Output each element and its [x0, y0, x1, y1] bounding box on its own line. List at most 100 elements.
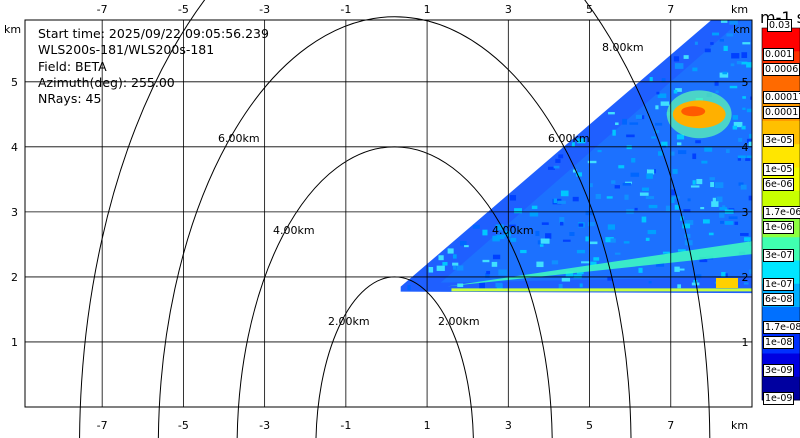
sector-speckle	[712, 197, 716, 203]
range-ring-label-3-0: 8.00km	[602, 41, 644, 54]
sector-speckle	[676, 134, 685, 140]
sector-speckle	[492, 254, 501, 260]
sector-speckle	[626, 134, 635, 138]
sector-speckle	[614, 252, 621, 255]
colorbar-label-top: 0.03	[767, 19, 793, 32]
sector-speckle	[569, 232, 575, 236]
sector-speckle	[558, 154, 564, 159]
sector-speckle	[452, 262, 459, 266]
sector-speckle	[710, 42, 714, 45]
sector-speckle	[736, 60, 742, 65]
y-tick-right-2: 3	[742, 206, 749, 219]
colorbar-label-11: 6e-08	[763, 293, 795, 306]
sector-speckle	[740, 232, 749, 236]
sector-speckle	[701, 160, 708, 164]
sector-speckle	[724, 221, 734, 225]
sector-speckle	[711, 201, 719, 207]
y-tick-left-4: 5	[11, 76, 18, 89]
sector-speckle	[670, 151, 675, 156]
sector-speckle	[741, 125, 746, 130]
sector-speckle	[741, 52, 748, 59]
sector-speckle	[662, 251, 670, 254]
sector-speckle	[539, 244, 544, 247]
y-tick-right-1: 2	[742, 271, 749, 284]
sector-speckle	[578, 223, 584, 227]
unit-label-0: km	[4, 23, 21, 36]
sector-speckle	[748, 195, 752, 201]
sector-speckle	[692, 153, 697, 160]
sector-speckle	[742, 42, 751, 45]
sector-speckle	[742, 107, 746, 110]
sector-speckle	[509, 195, 517, 201]
sector-speckle	[638, 267, 643, 273]
sector-speckle	[683, 209, 691, 213]
sector-speckle	[485, 272, 490, 278]
sector-speckle	[447, 248, 454, 254]
sector-speckle	[675, 88, 682, 92]
x-tick-bottom-3: -1	[340, 419, 351, 432]
sector-speckle	[746, 62, 752, 68]
sector-speckle	[498, 269, 508, 276]
sector-speckle	[749, 269, 752, 274]
sector-speckle	[692, 67, 698, 72]
sector-speckle	[581, 261, 590, 264]
x-tick-top-5: 3	[505, 3, 512, 16]
sector-speckle	[741, 61, 748, 65]
sector-speckle	[656, 91, 660, 95]
unit-label-3: km	[733, 23, 750, 36]
sector-speckle	[696, 178, 703, 185]
sector-speckle	[639, 192, 649, 196]
sector-speckle	[645, 196, 655, 200]
plot-frame	[24, 19, 753, 408]
y-tick-right-3: 4	[742, 141, 749, 154]
colorbar-label-9: 3e-07	[763, 249, 795, 262]
sector-speckle	[571, 142, 575, 147]
sector-speckle	[746, 155, 752, 159]
feature-core	[681, 106, 706, 117]
sector-speckle	[687, 198, 691, 202]
x-tick-top-4: 1	[424, 3, 431, 16]
sector-speckle	[733, 121, 743, 128]
x-tick-top-0: -7	[97, 3, 108, 16]
sector-speckle	[677, 249, 686, 252]
sector-speckle	[731, 53, 740, 59]
colorbar-label-5: 1e-05	[763, 163, 795, 176]
sector-speckle	[457, 283, 464, 288]
sector-speckle	[612, 129, 616, 136]
sector-speckle	[719, 212, 725, 218]
sector-speckle	[699, 257, 708, 263]
sector-speckle	[614, 185, 620, 189]
sector-speckle	[460, 240, 467, 246]
sector-speckle	[561, 277, 571, 282]
grid	[25, 20, 752, 407]
sector-speckle	[531, 205, 538, 210]
x-tick-bottom-6: 5	[586, 419, 593, 432]
sector-speckle	[438, 255, 444, 261]
sector-speckle	[671, 189, 676, 196]
sector-speckle	[692, 180, 696, 185]
instrument-text: WLS200s-181/WLS200s-181	[38, 42, 215, 58]
unit-label-1: km	[731, 3, 748, 16]
field-text: Field: BETA	[38, 58, 107, 74]
sector-speckle	[648, 204, 658, 209]
sector-speckle	[579, 283, 583, 288]
sector-speckle	[495, 282, 503, 288]
sector-speckle	[629, 122, 639, 125]
sector-speckle	[615, 122, 619, 126]
sector-speckle	[514, 208, 522, 214]
sector-speckle	[576, 272, 584, 275]
sector-speckle	[529, 212, 539, 217]
sector-speckle	[683, 55, 689, 59]
sector-speckle	[719, 38, 724, 42]
sector-speckle	[590, 261, 597, 266]
y-tick-left-0: 1	[11, 336, 18, 349]
sector-speckle	[737, 155, 746, 159]
sector-speckle	[714, 182, 724, 189]
sector-speckle	[729, 20, 738, 25]
sector-speckle	[496, 234, 505, 240]
sector-speckle	[607, 277, 613, 281]
sector-speckle	[719, 207, 728, 210]
sector-speckle	[665, 205, 671, 212]
sector-speckle	[743, 282, 749, 285]
sector-speckle	[685, 220, 694, 226]
